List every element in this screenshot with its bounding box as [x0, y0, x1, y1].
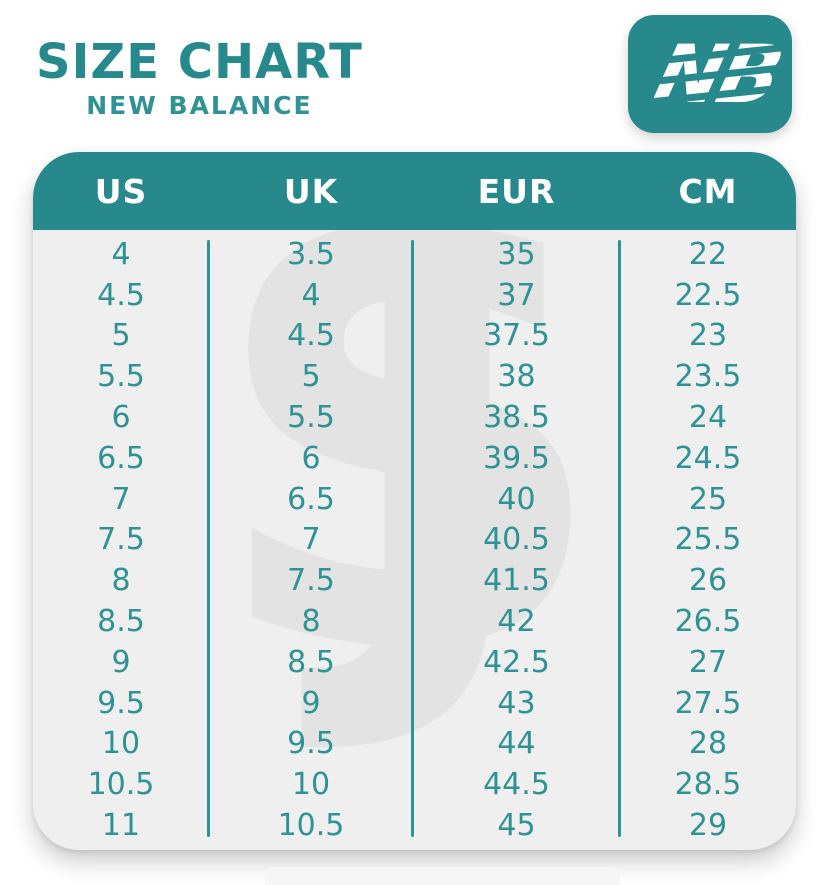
size-cell: 44.5	[483, 767, 550, 803]
table-row: 9.5 9 43 27.5	[33, 683, 796, 724]
page-title: SIZE CHART	[36, 34, 363, 90]
size-cell: 43	[497, 685, 536, 721]
size-cell: 23	[688, 318, 728, 354]
size-cell: 5	[301, 359, 321, 395]
size-cell: 28	[688, 726, 728, 762]
table-row: 9 8.5 42.5 27	[33, 642, 796, 683]
column-header-eur: EUR	[477, 171, 556, 211]
size-cell: 39.5	[483, 440, 550, 476]
size-cell: 26	[688, 563, 728, 599]
size-cell: 4	[301, 277, 321, 313]
table-rows: 4 3.5 35 22 4.5 4 37 22.5 5 4.5 37.5 23 5.5 5 38 23.5 6 5…	[33, 230, 796, 846]
size-cell: 29	[688, 808, 728, 844]
size-cell: 6.5	[287, 481, 335, 517]
size-cell: 8.5	[287, 644, 335, 680]
size-cell: 45	[497, 808, 536, 844]
size-cell: 4.5	[287, 318, 335, 354]
size-cell: 25.5	[674, 522, 742, 558]
column-divider-1	[207, 240, 210, 837]
size-cell: 6	[111, 400, 131, 436]
size-cell: 37.5	[483, 318, 550, 354]
table-row: 4.5 4 37 22.5	[33, 275, 796, 316]
size-cell: 38	[497, 359, 536, 395]
size-cell: 7	[301, 522, 321, 558]
size-cell: 5	[111, 318, 131, 354]
nb-logo-icon: NB	[635, 29, 785, 122]
column-divider-2	[411, 240, 414, 837]
size-table: US UK EUR CM S J 4 3.5 35 22 4.5 4 37 22.5 5 4.5 3…	[33, 152, 796, 850]
size-cell: 9.5	[97, 685, 145, 721]
size-cell: 6	[301, 440, 321, 476]
size-cell: 7	[111, 481, 131, 517]
bottom-watermark-strip	[265, 867, 620, 885]
size-cell: 42.5	[483, 644, 550, 680]
table-row: 5 4.5 37.5 23	[33, 316, 796, 357]
size-cell: 10	[101, 726, 141, 762]
size-cell: 38.5	[483, 400, 550, 436]
size-cell: 35	[497, 236, 536, 272]
size-cell: 22.5	[674, 277, 742, 313]
size-cell: 5.5	[97, 359, 145, 395]
new-balance-logo: NB	[628, 15, 792, 133]
size-cell: 9	[111, 644, 131, 680]
size-cell: 4.5	[97, 277, 145, 313]
column-header-us: US	[94, 171, 148, 211]
table-row: 6.5 6 39.5 24.5	[33, 438, 796, 479]
size-cell: 42	[497, 604, 536, 640]
page-subtitle: NEW BALANCE	[86, 91, 313, 120]
size-cell: 9	[301, 685, 321, 721]
column-divider-3	[618, 240, 621, 837]
table-row: 8.5 8 42 26.5	[33, 601, 796, 642]
size-cell: 22	[688, 236, 728, 272]
size-cell: 40.5	[483, 522, 550, 558]
size-cell: 5.5	[287, 400, 335, 436]
size-cell: 24	[688, 400, 728, 436]
size-cell: 4	[111, 236, 131, 272]
table-row: 7 6.5 40 25	[33, 479, 796, 520]
size-cell: 7.5	[97, 522, 145, 558]
table-body: S J 4 3.5 35 22 4.5 4 37 22.5 5 4.5 37.5 23 5.5 5 38 23…	[33, 230, 796, 850]
table-row: 5.5 5 38 23.5	[33, 356, 796, 397]
background-watermark: S J	[33, 230, 796, 850]
size-cell: 25	[688, 481, 728, 517]
size-cell: 8	[111, 563, 131, 599]
size-cell: 26.5	[674, 604, 742, 640]
table-row: 10 9.5 44 28	[33, 724, 796, 765]
size-cell: 8.5	[97, 604, 145, 640]
size-cell: 37	[497, 277, 536, 313]
watermark-letter-j: J	[333, 230, 542, 768]
size-cell: 28.5	[674, 767, 742, 803]
size-cell: 9.5	[287, 726, 335, 762]
size-cell: 24.5	[674, 440, 742, 476]
size-cell: 3.5	[287, 236, 335, 272]
size-cell: 27	[688, 644, 728, 680]
size-cell: 23.5	[674, 359, 742, 395]
size-cell: 41.5	[483, 563, 550, 599]
size-cell: 40	[497, 481, 536, 517]
table-row: 6 5.5 38.5 24	[33, 397, 796, 438]
size-cell: 10.5	[87, 767, 155, 803]
size-cell: 10.5	[277, 808, 345, 844]
table-row: 4 3.5 35 22	[33, 234, 796, 275]
size-cell: 6.5	[97, 440, 145, 476]
title-block: SIZE CHART NEW BALANCE	[36, 38, 363, 120]
size-cell: 7.5	[287, 563, 335, 599]
size-cell: 11	[101, 808, 141, 844]
table-row: 11 10.5 45 29	[33, 805, 796, 846]
table-row: 7.5 7 40.5 25.5	[33, 520, 796, 561]
size-cell: 8	[301, 604, 321, 640]
size-cell: 10	[291, 767, 331, 803]
size-cell: 44	[497, 726, 536, 762]
table-row: 10.5 10 44.5 28.5	[33, 764, 796, 805]
size-cell: 27.5	[674, 685, 742, 721]
watermark-letter-s: S	[208, 230, 612, 771]
column-header-uk: UK	[283, 171, 339, 211]
column-header-cm: CM	[678, 171, 738, 211]
table-row: 8 7.5 41.5 26	[33, 560, 796, 601]
table-header-row: US UK EUR CM	[33, 152, 796, 230]
